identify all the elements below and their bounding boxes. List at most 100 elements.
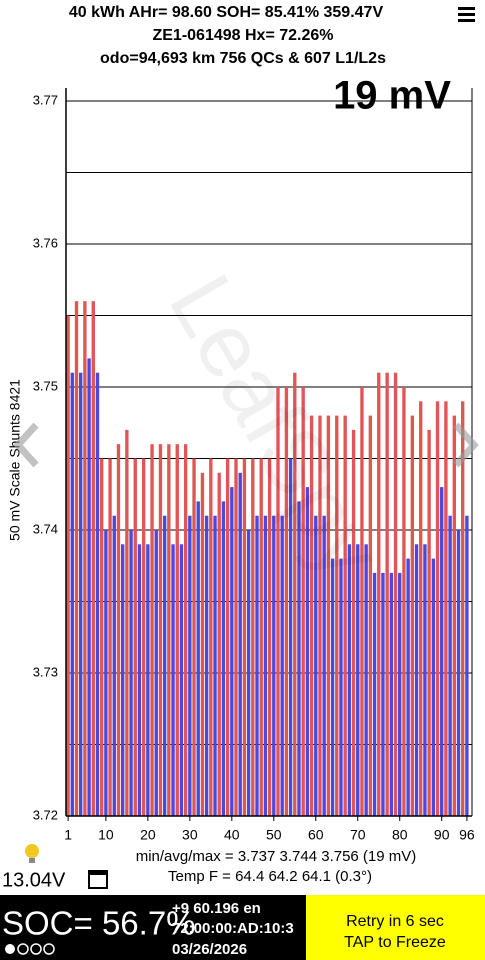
- bar: [162, 515, 167, 816]
- bar: [280, 515, 284, 816]
- plot: 3.72 3.73 3.74 3.75 3.76 3.77 1 10 20 30 40 50 60 70 8…: [33, 88, 475, 843]
- bar: [456, 530, 461, 816]
- header-line: ZE1-061498 Hx= 72.26%: [152, 27, 333, 44]
- menu-icon[interactable]: [458, 7, 475, 22]
- bar: [314, 515, 318, 816]
- y-tick-label: 3.74: [33, 521, 58, 536]
- bar: [167, 444, 171, 816]
- header-line: 40 kWh AHr= 98.60 SOH= 85.41% 359.47V: [69, 4, 384, 21]
- bar: [339, 558, 343, 816]
- bar: [465, 515, 469, 816]
- bar: [146, 544, 150, 816]
- bar: [137, 544, 142, 816]
- bar: [406, 558, 410, 816]
- calendar-icon[interactable]: [88, 870, 108, 889]
- bar: [251, 458, 255, 816]
- bar: [234, 458, 238, 816]
- bar: [360, 387, 364, 816]
- bar: [263, 515, 268, 816]
- bar: [183, 444, 188, 816]
- bar: [385, 372, 389, 816]
- bar: [297, 501, 301, 816]
- bar: [431, 558, 435, 816]
- x-tick-label: 40: [224, 827, 240, 843]
- bar: [364, 544, 368, 816]
- status-info: +9 60.196 en: [172, 900, 261, 917]
- bar: [175, 444, 179, 816]
- bar: [381, 572, 385, 816]
- bar: [318, 415, 322, 816]
- bar: [133, 458, 137, 816]
- bar: [217, 472, 221, 816]
- bar: [335, 415, 339, 816]
- bar: [267, 458, 272, 816]
- bar: [238, 472, 242, 816]
- bar: [79, 372, 83, 816]
- stats: min/avg/max = 3.737 3.744 3.756 (19 mV): [136, 848, 417, 865]
- prev-arrow[interactable]: [13, 422, 39, 468]
- bar: [448, 515, 452, 816]
- bar: [87, 358, 91, 816]
- next-arrow[interactable]: [453, 422, 479, 468]
- bar: [255, 515, 259, 816]
- soc: SOC= 56.7%: [2, 905, 196, 942]
- bar: [309, 415, 314, 816]
- bar: [171, 544, 175, 816]
- y-tick-label: 3.76: [33, 235, 58, 250]
- freeze-button[interactable]: Retry in 6 sec TAP to Freeze: [306, 895, 485, 960]
- bar: [188, 515, 192, 816]
- bar: [120, 544, 125, 816]
- bar: [419, 401, 423, 816]
- bar: [351, 429, 356, 816]
- bar: [230, 487, 234, 816]
- bulb-icon: [25, 844, 39, 863]
- status-bar: [0, 895, 306, 960]
- bar: [272, 515, 276, 816]
- bar: [259, 458, 263, 816]
- chart-title: 19 mV: [333, 74, 451, 118]
- x-tick-label: 90: [434, 827, 450, 843]
- bar: [116, 444, 121, 816]
- bar: [225, 458, 230, 816]
- bar: [141, 458, 146, 816]
- x-tick-label: 70: [350, 827, 366, 843]
- bar: [410, 415, 415, 816]
- bar: [95, 372, 100, 816]
- bar: [330, 558, 335, 816]
- bar: [125, 429, 129, 816]
- bar: [326, 415, 331, 816]
- bar: [427, 429, 431, 816]
- bar: [393, 372, 398, 816]
- bar: [402, 387, 406, 816]
- bar: [158, 444, 163, 816]
- x-tick-label: 50: [266, 827, 282, 843]
- x-tick-label: 10: [98, 827, 114, 843]
- button-text: Retry in 6 sec: [346, 913, 444, 930]
- bar: [192, 458, 196, 816]
- bar: [452, 415, 456, 816]
- bar: [209, 458, 213, 816]
- status-info: 72:00:00:AD:10:3: [172, 920, 294, 937]
- bar: [74, 301, 79, 816]
- bar: [414, 544, 419, 816]
- aux-voltage: 13.04V: [2, 869, 66, 891]
- bar: [343, 415, 347, 816]
- bar: [112, 515, 116, 816]
- x-tick-label: 1: [64, 827, 72, 843]
- y-tick-label: 3.72: [33, 807, 58, 822]
- bar: [444, 401, 448, 816]
- bar: [108, 458, 112, 816]
- x-tick-label: 30: [182, 827, 198, 843]
- temperature: Temp F = 64.4 64.2 64.1 (0.3°): [168, 868, 372, 885]
- x-tick-label: 60: [308, 827, 324, 843]
- bar: [204, 515, 209, 816]
- y-axis-label: 50 mV Scale Shunts 8421: [7, 379, 23, 541]
- y-tick-label: 3.73: [33, 664, 58, 679]
- bar: [196, 501, 200, 816]
- bar: [305, 487, 310, 816]
- y-tick-label: 3.75: [33, 378, 58, 393]
- bar: [322, 515, 326, 816]
- page-indicator: [5, 943, 55, 955]
- bar: [150, 444, 154, 816]
